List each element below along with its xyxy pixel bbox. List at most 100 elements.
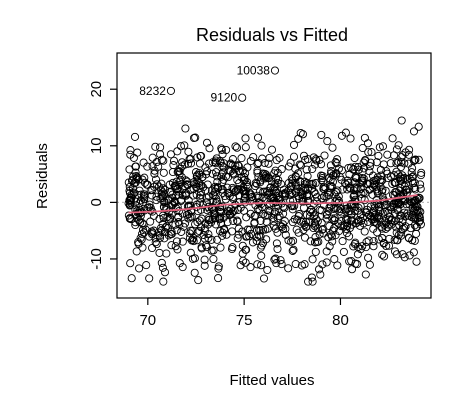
data-point xyxy=(259,274,269,283)
data-point xyxy=(220,226,229,235)
data-point xyxy=(405,251,414,260)
data-point xyxy=(405,234,414,243)
data-point xyxy=(404,159,413,168)
data-point xyxy=(328,171,338,180)
data-point xyxy=(156,224,165,233)
data-point xyxy=(162,249,171,258)
data-point xyxy=(202,242,211,252)
data-point xyxy=(137,235,146,244)
data-point xyxy=(238,166,247,175)
data-point xyxy=(373,187,382,196)
data-point xyxy=(174,187,183,196)
data-point xyxy=(148,243,157,253)
data-point xyxy=(248,238,258,247)
data-point xyxy=(363,139,373,148)
data-point xyxy=(148,153,157,162)
data-point xyxy=(400,223,409,232)
data-point xyxy=(228,155,237,164)
data-point xyxy=(402,185,411,195)
data-point xyxy=(252,179,261,188)
data-point xyxy=(269,184,278,193)
data-point xyxy=(173,147,182,156)
data-point xyxy=(200,224,209,233)
data-point xyxy=(186,248,195,257)
data-point xyxy=(168,201,177,210)
data-point xyxy=(327,181,336,191)
data-point xyxy=(415,193,424,203)
data-point xyxy=(274,201,283,210)
data-point xyxy=(271,254,280,263)
data-point xyxy=(254,231,264,240)
data-point xyxy=(204,233,213,243)
data-point xyxy=(221,195,230,204)
data-point xyxy=(214,183,223,192)
data-point xyxy=(301,155,310,164)
data-point xyxy=(309,179,318,188)
data-point xyxy=(170,197,179,206)
data-point xyxy=(254,158,263,167)
data-point xyxy=(241,143,250,152)
outlier-point xyxy=(270,66,280,75)
data-point xyxy=(334,197,344,206)
data-point xyxy=(260,169,269,178)
data-point xyxy=(253,166,262,175)
data-point xyxy=(275,153,284,162)
data-point xyxy=(349,165,358,174)
data-point xyxy=(169,161,178,170)
data-point xyxy=(416,184,425,193)
data-point xyxy=(341,128,350,137)
data-point xyxy=(261,211,270,220)
data-point xyxy=(260,187,269,196)
data-point xyxy=(265,201,274,210)
data-point xyxy=(159,184,168,193)
data-point xyxy=(294,169,303,178)
data-point xyxy=(395,221,404,230)
data-point xyxy=(354,165,363,174)
data-point xyxy=(314,265,324,274)
data-point xyxy=(340,220,349,230)
y-axis-title: Residuals xyxy=(34,143,51,209)
x-axis-title: Fitted values xyxy=(229,372,314,389)
data-point xyxy=(175,206,184,216)
data-point xyxy=(158,220,167,229)
data-point xyxy=(302,165,311,174)
data-point xyxy=(142,261,151,270)
data-point xyxy=(131,168,140,177)
data-point xyxy=(286,196,295,205)
data-point xyxy=(375,203,384,212)
data-point xyxy=(350,190,359,200)
data-point xyxy=(126,259,135,268)
data-point xyxy=(187,236,196,245)
data-point xyxy=(218,185,227,194)
data-point xyxy=(217,218,226,227)
data-point xyxy=(195,216,204,225)
data-point xyxy=(284,162,294,171)
data-point xyxy=(363,217,373,226)
data-point xyxy=(189,178,198,187)
data-point xyxy=(333,261,342,270)
data-point xyxy=(270,209,279,218)
data-point xyxy=(212,168,221,177)
data-point xyxy=(272,191,281,201)
data-point xyxy=(223,183,232,192)
data-point xyxy=(289,196,298,205)
data-point xyxy=(233,234,242,243)
data-point xyxy=(376,177,385,186)
data-point xyxy=(145,232,154,241)
data-point xyxy=(324,233,333,242)
data-point xyxy=(346,134,355,143)
data-point xyxy=(261,174,270,183)
data-point xyxy=(213,235,222,244)
data-point xyxy=(417,168,426,177)
data-point xyxy=(294,228,303,237)
outlier-label: 9120 xyxy=(211,91,238,105)
data-point xyxy=(289,236,298,245)
data-point xyxy=(178,158,187,167)
y-tick-label: 0 xyxy=(88,198,105,206)
data-point xyxy=(137,190,146,199)
data-point xyxy=(403,175,412,184)
data-point xyxy=(365,260,374,269)
data-point xyxy=(341,206,350,215)
data-point xyxy=(223,218,232,227)
data-point xyxy=(400,159,409,168)
